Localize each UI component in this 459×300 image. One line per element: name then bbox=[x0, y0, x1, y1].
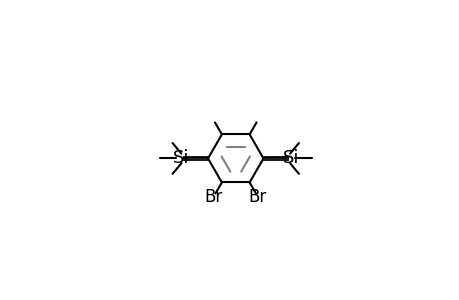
Text: Si: Si bbox=[282, 149, 298, 167]
Text: Br: Br bbox=[248, 188, 266, 206]
Text: Si: Si bbox=[172, 149, 189, 167]
Text: Br: Br bbox=[204, 188, 222, 206]
